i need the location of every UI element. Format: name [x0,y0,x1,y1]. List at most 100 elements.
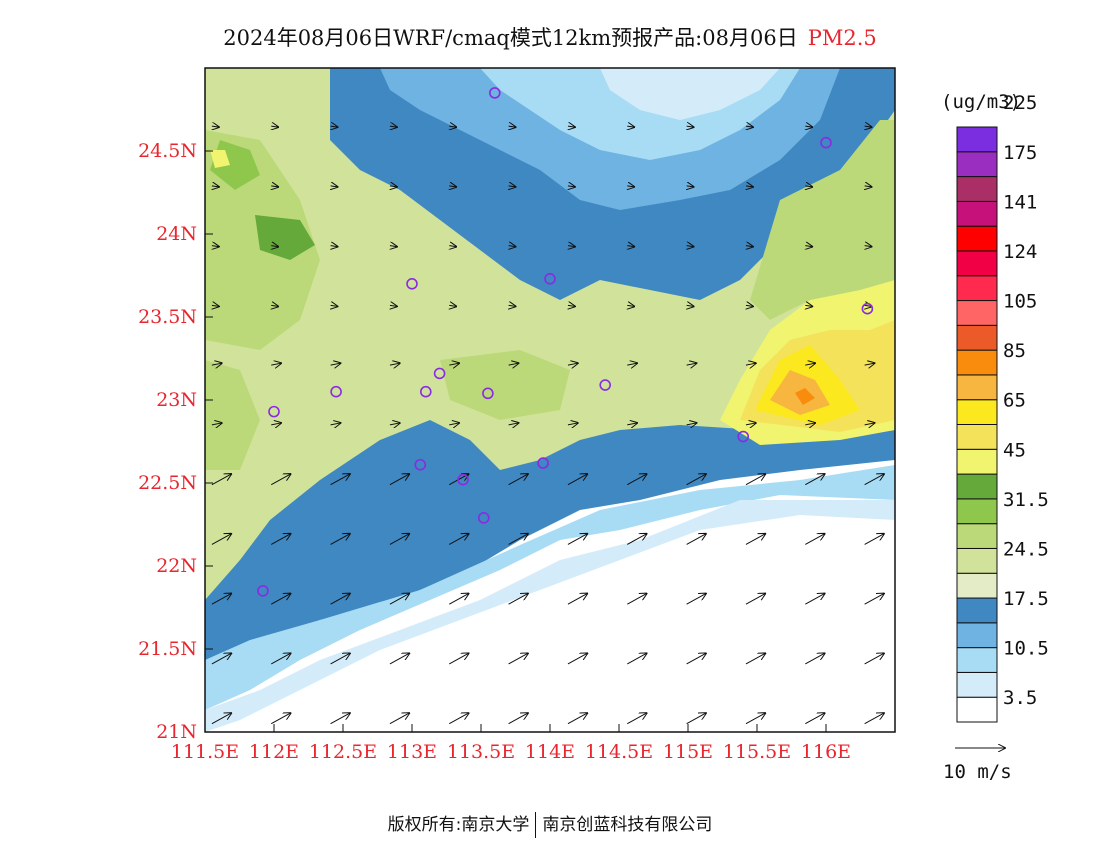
wind-arrow-icon [508,653,528,665]
y-tick-label: 23.5N [138,306,197,328]
wind-arrow-icon [627,423,637,425]
wind-arrow-icon [509,186,516,187]
wind-arrow-icon [687,246,694,247]
wind-arrow-icon [864,474,884,486]
circle-marker-icon [406,277,418,290]
colorbar-label: 65 [1003,390,1026,412]
colorbar-label: 10.5 [1003,638,1049,660]
x-tick-label: 113.5E [447,741,515,763]
wind-arrow-icon [746,186,753,187]
wind-arrow-icon [449,594,468,605]
wind-arrow-icon [211,653,231,665]
wind-arrow-icon [805,246,812,247]
wind-arrow-icon [389,363,400,365]
wind-arrow-icon [864,363,875,365]
wind-arrow-icon [389,653,409,665]
wind-arrow-icon [330,534,350,545]
wind-arrow-icon [449,126,456,127]
wind-arrow-icon [627,534,646,545]
wind-arrow-icon [270,534,290,545]
wind-arrow-icon [627,594,646,605]
wind-arrow-icon [865,305,872,306]
colorbar-swatch [956,671,998,698]
wind-arrow-icon [686,474,706,486]
x-tick-label: 115E [663,741,713,763]
wind-arrow-icon [508,474,528,486]
circle-marker-icon [330,385,342,398]
circle-marker-icon [414,458,427,471]
wind-arrow-icon [568,305,575,306]
wind-arrow-icon [212,305,219,306]
wind-arrow-icon [567,713,587,725]
wind-arrow-icon [389,474,409,486]
wind-arrow-icon [330,363,341,365]
wind-arrow-icon [271,305,278,306]
wind-arrow-icon [211,423,222,425]
monitoring-stations [257,87,874,597]
y-tick-label: 23N [156,389,197,411]
wind-arrow-icon [330,423,341,425]
wind-arrow-icon [864,534,884,545]
colorbar-swatch [956,275,998,302]
wind-arrow-icon [745,594,765,605]
y-tick-label: 21N [156,721,197,743]
colorbar-swatch [956,597,998,624]
wind-arrow-icon [509,246,516,247]
colorbar-unit: (ug/m3) [941,91,1021,113]
colorbar-swatch [956,473,998,500]
wind-arrow-icon [390,126,397,127]
footer-divider [535,812,537,838]
wind-arrow-icon [331,126,338,127]
footer-left: 版权所有:南京大学 [387,815,530,835]
wind-arrow-icon [271,186,278,187]
colorbar-label: 85 [1003,340,1026,362]
wind-arrow-icon [865,126,872,127]
concentration-field [205,68,895,732]
colorbar-swatch [956,176,998,202]
x-tick-label: 114.5E [585,741,653,763]
wind-arrow-icon [627,305,634,306]
wind-arrow-icon [567,594,587,605]
wind-arrow-icon [211,713,231,725]
wind-arrow-icon [864,713,884,725]
y-tick-label: 22.5N [138,472,197,494]
wind-arrow-icon [805,534,824,545]
y-tick-label: 22N [156,555,197,577]
wind-arrow-icon [449,713,468,725]
wind-arrow-icon [745,363,756,365]
x-tick-label: 114E [525,741,575,763]
colorbar-swatch [956,225,998,252]
colorbar-swatch [956,448,998,475]
wind-arrow-icon [271,126,278,127]
colorbar-label: 24.5 [1003,538,1049,560]
colorbar-swatch [956,200,998,227]
pollutant-label: PM2.5 [807,26,877,50]
wind-arrow-icon [331,305,338,306]
y-tick-label: 24.5N [138,140,197,162]
wind-arrow-icon [212,186,219,187]
wind-arrow-icon [508,594,528,605]
circle-marker-icon [268,405,280,418]
wind-arrow-icon [330,713,350,725]
colorbar-label: 225 [1003,92,1037,114]
wind-arrow-icon [211,363,222,365]
wind-arrow-icon [270,594,290,605]
wind-arrow-icon [330,594,350,605]
colorbar-swatch [956,547,998,574]
circle-marker-icon [257,585,269,597]
wind-arrow-icon [805,186,812,187]
wind-arrow-icon [686,713,706,725]
wind-arrow-icon [627,126,634,127]
colorbar-swatch [956,572,998,599]
wind-arrow-icon [686,534,706,545]
y-tick-label: 21.5N [138,638,197,660]
wind-arrow-icon [805,363,815,365]
circle-marker-icon [457,473,469,486]
title-text: 2024年08月06日WRF/cmaq模式12km预报产品:08月06日 [223,26,798,50]
wind-arrow-icon [508,713,528,725]
colorbar: 3.5 10.5 17.5 24.5 31.5 45 65 85 105 124 141 175 225 [956,92,1049,723]
wind-arrow-icon [687,305,694,306]
circle-marker-icon [544,273,556,285]
wind-arrow-icon [331,246,338,247]
